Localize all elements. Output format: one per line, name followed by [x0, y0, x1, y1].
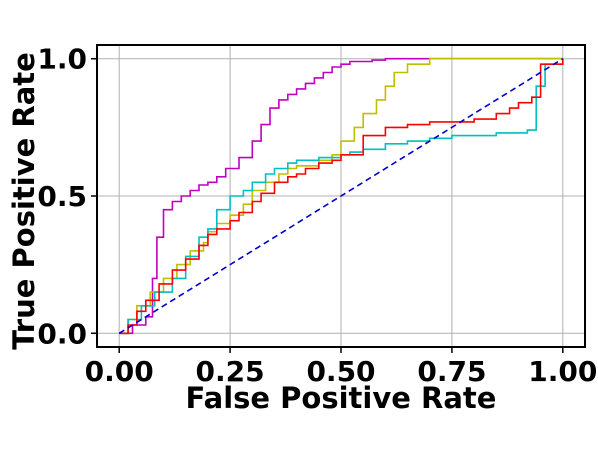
- tick-layer: 0.00 0.25 0.50 0.75 1.00 0.0 0.5 1.0: [37, 43, 597, 388]
- x-tick-label: 0.00: [85, 355, 154, 388]
- y-axis-label: True Positive Rate: [7, 52, 41, 350]
- x-tick-label: 1.00: [528, 355, 597, 388]
- roc-curve-4: [119, 58, 564, 335]
- chance-diagonal-line: [118, 58, 564, 334]
- y-tick-label: 0.5: [37, 180, 87, 213]
- y-tick-label: 1.0: [37, 43, 87, 76]
- x-tick-label: 0.25: [196, 355, 265, 388]
- x-tick-label: 0.75: [417, 355, 486, 388]
- x-axis-label: False Positive Rate: [186, 381, 497, 415]
- series-layer: [118, 57, 564, 335]
- x-tick-label: 0.50: [306, 355, 375, 388]
- y-tick-label: 0.0: [37, 317, 87, 350]
- roc-curve-1: [119, 57, 563, 335]
